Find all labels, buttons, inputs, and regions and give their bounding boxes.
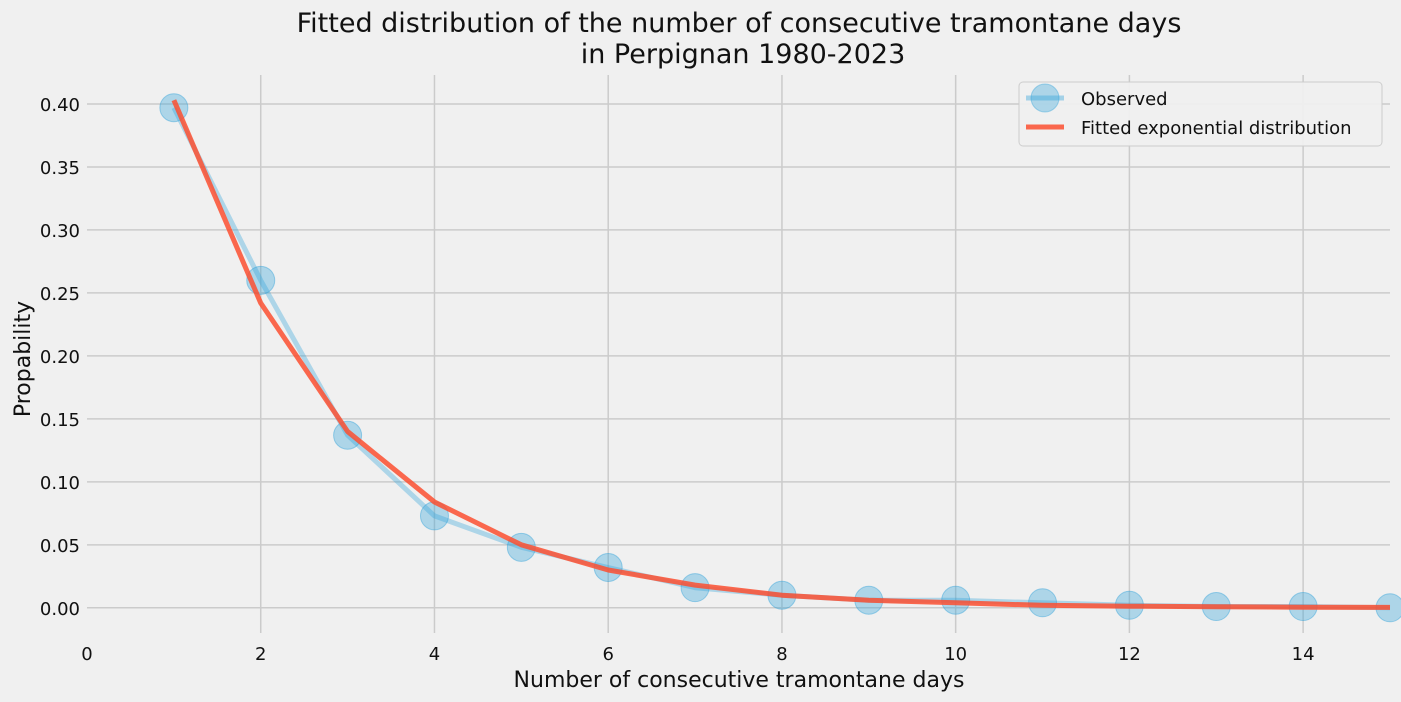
observed-point [333,420,363,450]
x-tick-label: 0 [81,644,92,665]
legend-box [1018,81,1383,147]
series-1 [171,99,1391,610]
series-0 [159,93,1401,623]
legend-label-fitted: Fitted exponential distribution [1081,118,1352,139]
y-tick-label: 0.35 [40,158,80,179]
y-tick-label: 0.15 [40,410,80,431]
tick-labels: 0 2 4 6 8 10 12 14 0.00 0.05 0.10 0.15 0.20 0.25 0.30 0… [40,95,1315,665]
y-tick-label: 0.40 [40,95,80,116]
y-tick-label: 0.10 [40,473,80,494]
y-tick-label: 0.20 [40,347,80,368]
y-tick-label: 0.00 [40,599,80,620]
x-tick-label: 8 [776,644,787,665]
y-tick-label: 0.05 [40,536,80,557]
grid [87,75,1390,633]
legend: Observed Fitted exponential distribution [1018,81,1383,147]
y-tick-label: 0.25 [40,284,80,305]
chart-title-line2: in Perpignan 1980-2023 [581,39,906,70]
y-axis-label: Propability [11,301,36,417]
y-tick-label: 0.30 [40,221,80,242]
chart-title-line1: Fitted distribution of the number of con… [297,8,1182,39]
legend-label-observed: Observed [1081,89,1168,110]
x-axis-label: Number of consecutive tramontane days [514,668,965,693]
series-layer [159,93,1401,623]
x-tick-label: 14 [1292,644,1315,665]
x-tick-label: 10 [944,644,967,665]
x-tick-label: 6 [602,644,613,665]
x-tick-label: 4 [429,644,440,665]
x-tick-label: 2 [255,644,266,665]
x-tick-label: 12 [1118,644,1141,665]
fitted-line [171,99,1391,610]
legend-observed-marker [1030,83,1060,113]
